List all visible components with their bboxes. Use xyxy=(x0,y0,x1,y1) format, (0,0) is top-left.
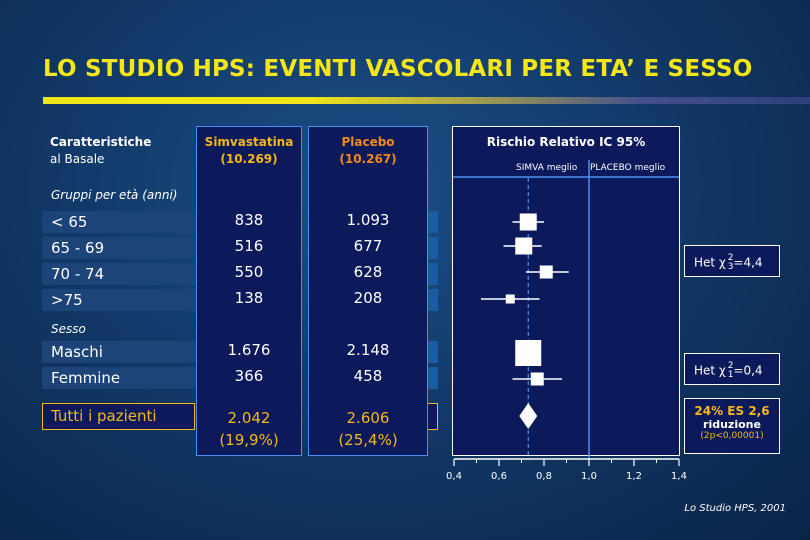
simvastatin-value: 838 xyxy=(234,211,264,229)
placebo-value: 1.093 xyxy=(346,211,390,229)
het-age-value: =4,4 xyxy=(733,255,763,270)
result-line3: (2p<0,00001) xyxy=(700,431,764,441)
het-sex-value: =0,4 xyxy=(733,363,763,378)
simvastatin-header: Simvastatina (10.269) xyxy=(196,134,302,168)
row-label: 70 - 74 xyxy=(51,265,105,283)
effect-square xyxy=(505,294,515,304)
simvastatin-column xyxy=(196,126,302,456)
simvastatin-value: 138 xyxy=(234,289,264,307)
row-label: 65 - 69 xyxy=(51,239,105,257)
row-band xyxy=(42,211,196,233)
placebo-better-label: PLACEBO meglio xyxy=(590,163,666,173)
total-simvastatin-value: 2.042 xyxy=(227,409,271,427)
row-label: Femmine xyxy=(51,369,121,387)
age-group-label: Gruppi per età (anni) xyxy=(51,188,178,202)
row-stub xyxy=(428,289,438,311)
placebo-value: 458 xyxy=(353,367,383,385)
x-tick-label: 1,4 xyxy=(671,471,687,482)
placebo-value: 208 xyxy=(353,289,383,307)
total-simvastatin-percent: (19,9%) xyxy=(219,431,279,449)
x-tick-label: 0,8 xyxy=(536,471,552,482)
effect-square xyxy=(515,237,533,255)
row-stub xyxy=(428,237,438,259)
result-line2: riduzione xyxy=(703,418,761,431)
placebo-value: 628 xyxy=(353,263,383,281)
characteristics-header: Caratteristiche al Basale xyxy=(50,134,151,168)
row-band xyxy=(42,367,196,389)
placebo-header-name: Placebo xyxy=(341,135,395,149)
simvastatin-value: 366 xyxy=(234,367,264,385)
het-sex-sup: 2 xyxy=(727,361,734,371)
overall-diamond xyxy=(519,403,538,429)
row-band xyxy=(42,341,196,363)
characteristics-header-line1: Caratteristiche xyxy=(50,135,152,149)
total-placebo-percent: (25,4%) xyxy=(338,431,398,449)
row-label: >75 xyxy=(51,291,83,309)
total-row-label-box xyxy=(42,403,195,430)
placebo-header-count: (10.267) xyxy=(339,152,397,166)
characteristics-header-line2: al Basale xyxy=(50,152,105,166)
effect-square xyxy=(519,213,537,231)
effect-square xyxy=(539,265,553,279)
het-sex-text: Het χ xyxy=(694,363,726,378)
het-sex-sub: 1 xyxy=(727,370,734,380)
row-stub xyxy=(428,341,438,363)
slide-title: LO STUDIO HPS: EVENTI VASCOLARI PER ETA’… xyxy=(43,56,753,82)
total-placebo-value: 2.606 xyxy=(346,409,390,427)
heterogeneity-sex-box: Het χ 2 1 =0,4 xyxy=(684,353,780,385)
row-band xyxy=(42,237,196,259)
effect-square xyxy=(515,340,542,366)
source-citation: Lo Studio HPS, 2001 xyxy=(684,503,786,514)
placebo-column xyxy=(308,126,428,456)
total-row-label: Tutti i pazienti xyxy=(51,407,157,425)
simvastatin-value: 1.676 xyxy=(227,341,271,359)
simvastatin-value: 550 xyxy=(234,263,264,281)
row-band xyxy=(42,289,196,311)
row-label: Maschi xyxy=(51,343,103,361)
row-band xyxy=(42,263,196,285)
simvastatin-header-count: (10.269) xyxy=(220,152,278,166)
het-age-sub: 3 xyxy=(727,262,734,272)
forest-plot-title: Rischio Relativo IC 95% xyxy=(486,135,646,149)
row-stub xyxy=(428,263,438,285)
x-tick-label: 0,6 xyxy=(491,471,507,482)
row-label: < 65 xyxy=(51,213,88,231)
effect-square xyxy=(530,372,544,386)
heterogeneity-age-box: Het χ 2 3 =4,4 xyxy=(684,245,780,277)
row-stub xyxy=(428,211,438,233)
het-age-text: Het χ xyxy=(694,255,726,270)
placebo-value: 2.148 xyxy=(346,341,390,359)
forest-plot-panel xyxy=(452,126,680,456)
row-stub xyxy=(428,367,438,389)
placebo-header: Placebo (10.267) xyxy=(308,134,428,168)
simvastatin-value: 516 xyxy=(234,237,264,255)
x-tick-label: 1,2 xyxy=(626,471,642,482)
result-line1: 24% ES 2,6 xyxy=(694,404,770,418)
sex-group-label: Sesso xyxy=(51,322,86,336)
simvastatin-header-name: Simvastatina xyxy=(204,135,294,149)
x-tick-label: 1,0 xyxy=(581,471,597,482)
total-row-stub xyxy=(428,403,438,430)
placebo-value: 677 xyxy=(353,237,383,255)
het-age-sup: 2 xyxy=(727,253,734,263)
simva-better-label: SIMVA meglio xyxy=(516,163,578,173)
result-box: 24% ES 2,6 riduzione (2p<0,00001) xyxy=(684,398,780,454)
x-tick-label: 0,4 xyxy=(446,471,462,482)
title-underline xyxy=(43,97,810,104)
